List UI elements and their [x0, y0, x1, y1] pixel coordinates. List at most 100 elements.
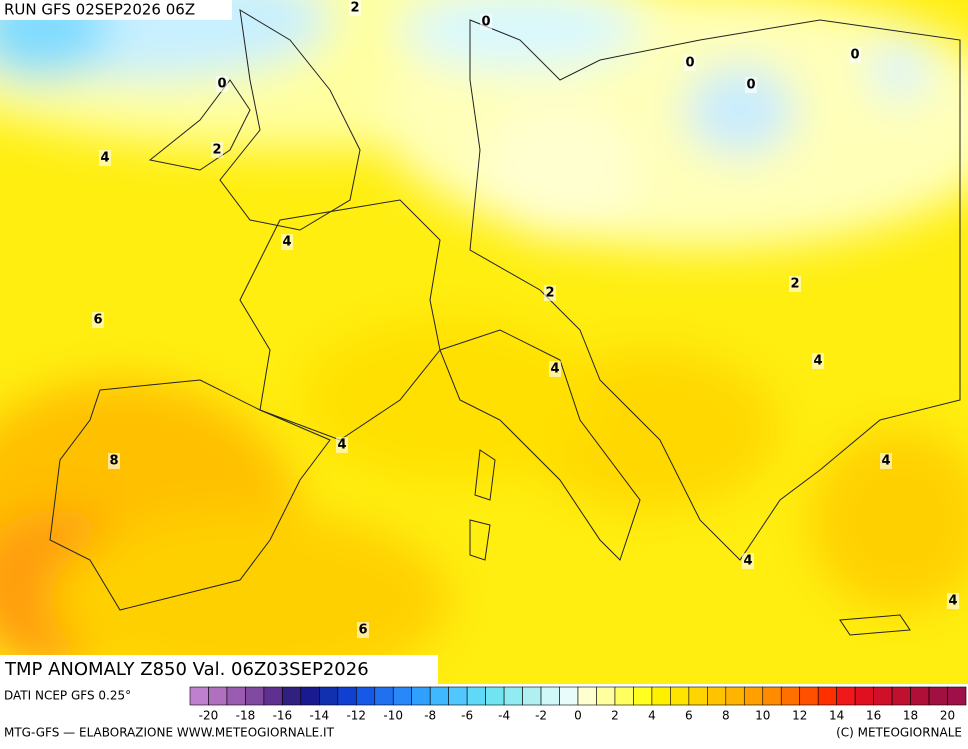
scale-label: -20 [199, 709, 219, 723]
scale-label: 10 [755, 709, 770, 723]
scale-swatch [817, 686, 837, 706]
contour-labels: 2 0 0 0 0 0 4 2 4 2 2 6 4 4 4 8 4 4 6 4 [92, 0, 959, 638]
scale-swatch [226, 686, 246, 706]
scale-swatch [503, 686, 523, 706]
contour-label: 6 [93, 313, 102, 328]
scale-label: -2 [535, 709, 547, 723]
scale-swatch [392, 686, 413, 706]
contour-label: 4 [743, 554, 752, 569]
contour-label: 0 [850, 48, 859, 63]
scale-label: -6 [461, 709, 473, 723]
contour-label-bg [216, 76, 228, 92]
contour-label: 4 [282, 235, 291, 250]
scale-swatch [355, 686, 376, 706]
contour-label-bg [92, 312, 104, 328]
scale-swatch [411, 686, 431, 706]
scale-swatch [319, 686, 339, 706]
contour-label: 8 [109, 454, 118, 469]
scale-swatch [208, 686, 228, 706]
scale-swatch [374, 686, 394, 706]
scale-swatch [263, 686, 283, 706]
scale-swatch [910, 686, 930, 706]
scale-label: 16 [866, 709, 881, 723]
scale-swatch [522, 686, 542, 706]
scale-label: -8 [424, 709, 436, 723]
scale-swatch [448, 686, 468, 706]
scale-label: 14 [829, 709, 844, 723]
scale-swatch [282, 686, 302, 706]
scale-label: -18 [236, 709, 256, 723]
scale-swatch [485, 686, 505, 706]
scale-swatch [743, 686, 764, 706]
scale-swatch [651, 686, 671, 706]
scale-label: 18 [903, 709, 918, 723]
color-scale: -20 -18 -16 -14 -12 -10 -8 -6 -4 -2 0 2 4 6 8 10 12 14 16 1… [189, 686, 967, 723]
scale-label: -4 [498, 709, 510, 723]
contour-label: 2 [212, 143, 221, 158]
scale-swatch [873, 686, 893, 706]
contour-label: 2 [790, 277, 799, 292]
scale-swatch [836, 686, 856, 706]
footer-right: (C) METEOGIORNALE [836, 726, 962, 740]
contour-label: 4 [100, 151, 109, 166]
contour-label-bg [281, 234, 293, 250]
contour-label-bg [742, 553, 754, 569]
footer-left: MTG-GFS — ELABORAZIONE WWW.METEOGIORNALE… [4, 726, 335, 740]
scale-swatch [300, 686, 320, 706]
run-label: RUN GFS 02SEP2026 06Z [4, 1, 195, 19]
contour-label-bg [211, 142, 223, 158]
scale-swatch [725, 686, 745, 706]
scale-swatch [799, 686, 819, 706]
scale-swatch [854, 686, 874, 706]
scale-swatch [688, 686, 708, 706]
scale-swatch [559, 686, 579, 706]
scale-label: 6 [685, 709, 693, 723]
scale-swatch [596, 686, 616, 706]
scale-label: 0 [574, 709, 582, 723]
scale-label: -16 [273, 709, 293, 723]
scale-swatch [614, 686, 634, 706]
contour-label-bg [99, 150, 111, 166]
contour-label: 2 [545, 286, 554, 301]
scale-label: -12 [346, 709, 366, 723]
scale-label: 2 [611, 709, 619, 723]
contour-label-bg [745, 77, 757, 93]
contour-label-bg [549, 361, 561, 377]
contour-label: 4 [881, 454, 890, 469]
map-field: 2 0 0 0 0 0 4 2 4 2 2 6 4 4 4 8 4 4 6 4 [0, 0, 968, 684]
field-shading [0, 0, 968, 684]
map-title: TMP ANOMALY Z850 Val. 06Z03SEP2026 [4, 659, 369, 680]
scale-swatch [947, 686, 967, 706]
contour-label: 4 [337, 438, 346, 453]
contour-label-bg [336, 437, 348, 453]
contour-label: 4 [550, 362, 559, 377]
contour-label-bg [880, 453, 892, 469]
contour-label: 4 [948, 594, 957, 609]
contour-label-bg [544, 285, 556, 301]
scale-swatch [928, 686, 948, 706]
scale-swatch [670, 686, 690, 706]
contour-label-bg [789, 276, 801, 292]
scale-swatch [245, 686, 265, 706]
scale-swatch [762, 686, 782, 706]
contour-label: 6 [358, 623, 367, 638]
contour-label-bg [849, 47, 861, 63]
contour-label-bg [357, 622, 369, 638]
scale-swatch [780, 686, 801, 706]
coastlines [49, 9, 961, 636]
contour-label: 0 [685, 56, 694, 71]
contour-label: 2 [350, 1, 359, 16]
contour-label-bg [812, 353, 824, 369]
contour-label-bg [349, 0, 361, 16]
source-label: DATI NCEP GFS 0.25° [4, 689, 131, 703]
contour-label: 0 [746, 78, 755, 93]
scale-label: -14 [310, 709, 330, 723]
scale-swatch [466, 686, 486, 706]
contour-label-bg [684, 55, 696, 71]
scale-swatch [633, 686, 653, 706]
contour-label: 0 [217, 77, 226, 92]
title-box [0, 655, 438, 684]
run-label-box [0, 0, 232, 20]
